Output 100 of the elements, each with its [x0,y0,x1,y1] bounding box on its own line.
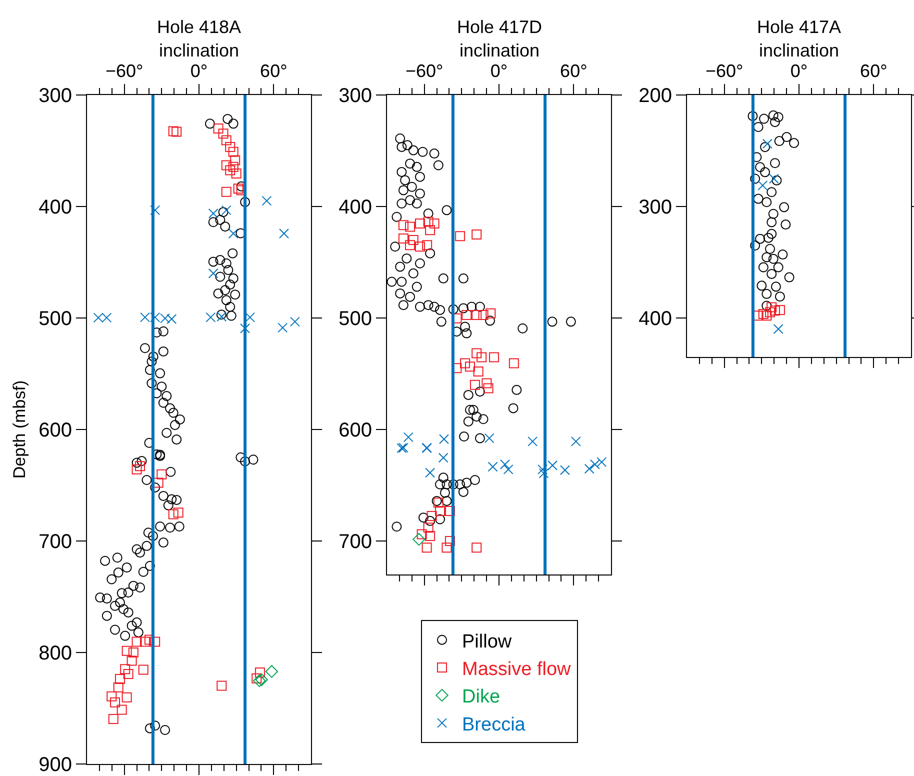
point [762,310,772,321]
point [412,532,426,546]
point [483,383,494,394]
point [228,228,238,238]
point [755,234,766,244]
point [756,280,767,291]
point [484,433,494,444]
point [278,322,288,333]
legend-label: Dike [462,686,500,708]
y-tick-label: 400 [38,196,72,218]
point [782,132,792,142]
point [110,697,120,708]
point [755,162,766,172]
point [262,196,272,206]
point [489,352,500,362]
point [233,184,244,194]
point [128,648,138,658]
point [758,308,768,319]
point [405,240,416,250]
y-tick-label: 600 [338,420,372,442]
point [772,175,782,186]
point [423,522,434,533]
point [768,110,778,120]
point [570,436,581,446]
x-tick-label: −60° [705,60,744,81]
point [240,323,250,334]
legend-label: Pillow [462,631,512,652]
point [439,434,449,444]
point [770,158,780,168]
point [425,225,436,236]
point [470,380,480,390]
point [122,646,132,656]
y-tick-label: 900 [38,754,72,776]
point [758,262,768,272]
legend-label: Massive flow [462,658,572,680]
point [596,457,607,468]
point [762,197,772,208]
y-tick-label: 500 [38,308,72,330]
point [538,468,549,478]
point [789,138,800,148]
point [538,464,548,474]
point [763,232,774,243]
x-tick-label: 0° [490,60,508,81]
x-tick-label: 0° [190,60,208,81]
x-tick-label: −60° [105,60,144,81]
point [425,530,436,541]
point [768,208,778,219]
point [221,135,232,146]
point [150,205,160,216]
point [398,220,408,230]
point [135,461,146,472]
point [774,304,785,315]
point [252,673,262,684]
point [221,160,232,170]
point [590,459,600,470]
point [116,704,127,715]
point [762,252,772,262]
point [172,126,182,137]
point [774,292,785,302]
point [140,636,150,647]
point [584,464,594,474]
point [473,366,484,377]
x-tick-label: 60° [860,60,888,81]
y-tick-label: 400 [338,196,372,218]
point [221,205,232,216]
point [462,310,472,320]
point [784,272,794,282]
point [405,222,416,232]
point [279,228,289,238]
y-tick-label: 300 [338,85,372,107]
point [472,542,482,553]
x-tick-label: 0° [790,60,808,81]
point [766,217,777,228]
point [472,348,482,358]
point [132,636,142,647]
point [768,174,779,184]
point [114,674,125,684]
point [762,288,772,299]
point [748,111,758,122]
point [768,254,778,264]
point [488,462,498,472]
point [414,242,425,252]
point [770,306,780,316]
point [120,664,130,674]
point [208,208,218,219]
point [528,436,538,446]
point [766,228,777,239]
y-tick-label: 600 [38,420,72,442]
point [228,146,238,157]
point [290,316,300,327]
point [245,312,256,322]
point [472,310,482,320]
chart-title: Hole 417D inclination [457,17,542,60]
point [225,142,236,152]
point [779,202,790,212]
point [228,162,238,172]
point [113,682,124,692]
point [106,691,117,702]
point [760,142,770,152]
point [766,268,777,279]
